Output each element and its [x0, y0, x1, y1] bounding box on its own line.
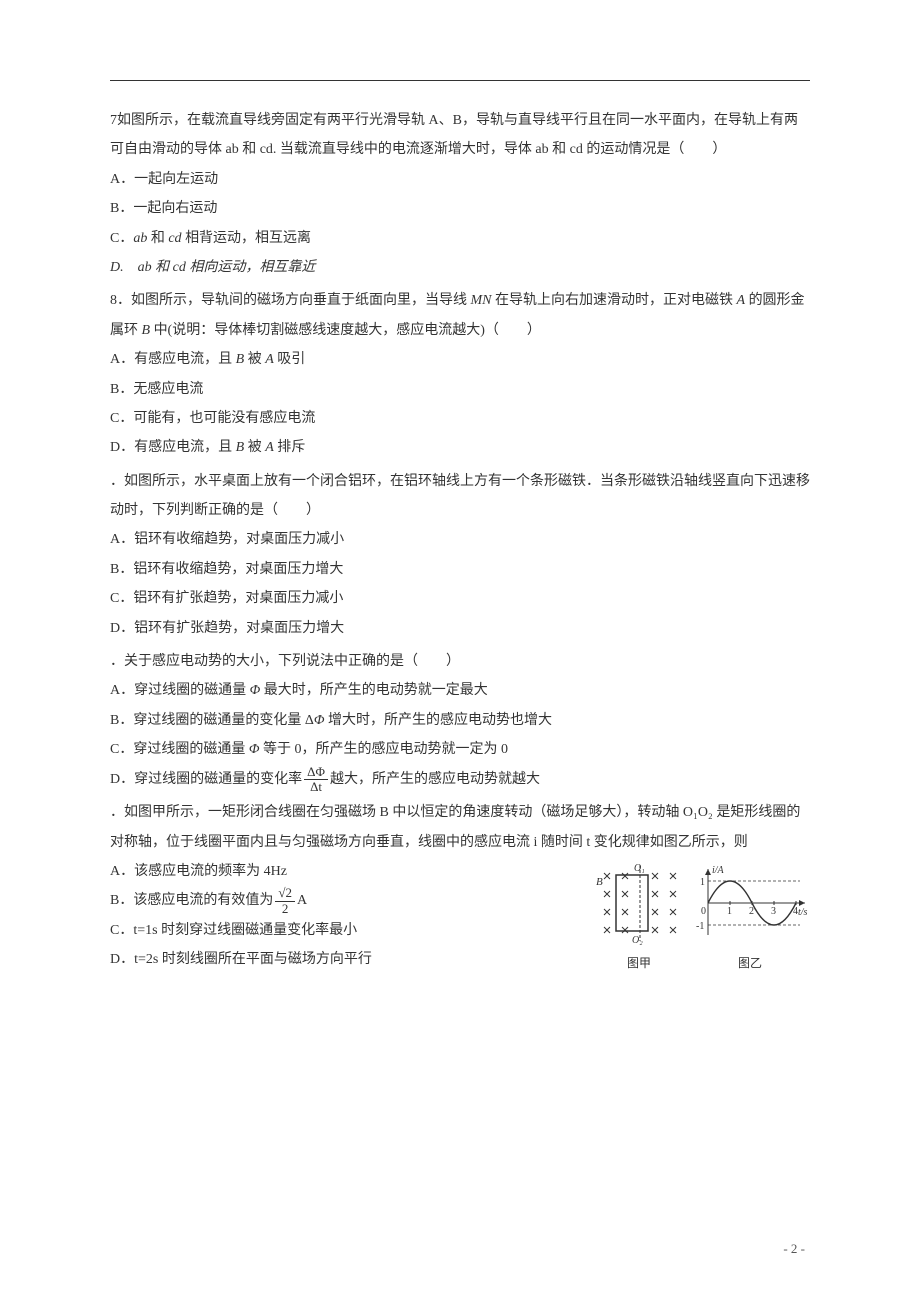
question-11: ．如图甲所示，一矩形闭合线圈在匀强磁场 B 中以恒定的角速度转动（磁场足够大），…: [110, 798, 810, 975]
question-11-figures: B O₁ O₂ 图甲: [596, 863, 810, 972]
question-11-option-a: A．该感应电流的频率为 4Hz: [110, 857, 584, 886]
question-11-option-c: C．t=1s 时刻穿过线圈磁通量变化率最小: [110, 916, 584, 945]
fraction-dphi-dt: ΔΦΔt: [304, 765, 328, 795]
q10-d-suffix: 越大，所产生的感应电动势就越大: [330, 772, 540, 787]
horizontal-divider: [110, 80, 810, 81]
question-11-option-d: D．t=2s 时刻线圈所在平面与磁场方向平行: [110, 945, 584, 974]
figure-yi-caption: 图乙: [690, 956, 810, 972]
question-8-option-c: C．可能有，也可能没有感应电流: [110, 404, 810, 433]
svg-text:3: 3: [771, 906, 776, 917]
question-10-text: ．关于感应电动势的大小，下列说法中正确的是（ ）: [110, 654, 460, 669]
question-10-option-c: C．穿过线圈的磁通量 Φ 等于 0，所产生的感应电动势就一定为 0: [110, 735, 810, 764]
question-9-text: ．如图所示，水平桌面上放有一个闭合铝环，在铝环轴线上方有一个条形磁铁．当条形磁铁…: [110, 474, 810, 518]
svg-text:B: B: [596, 876, 603, 888]
question-11-text: ．如图甲所示，一矩形闭合线圈在匀强磁场 B 中以恒定的角速度转动（磁场足够大），…: [110, 805, 800, 849]
question-8-option-d: D．有感应电流，且 B 被 A 排斥: [110, 433, 810, 462]
question-9-option-b: B．铝环有收缩趋势，对桌面压力增大: [110, 555, 810, 584]
svg-text:O₂: O₂: [632, 935, 643, 945]
svg-text:0: 0: [701, 906, 706, 917]
figure-jia-svg: B O₁ O₂: [596, 863, 682, 945]
svg-text:O₁: O₁: [634, 863, 645, 874]
question-8-option-b: B．无感应电流: [110, 375, 810, 404]
svg-text:i/A: i/A: [712, 865, 725, 876]
svg-text:-1: -1: [696, 921, 704, 932]
question-7: 7如图所示，在载流直导线旁固定有两平行光滑导轨 A、B，导轨与直导线平行且在同一…: [110, 106, 810, 282]
question-10-option-d: D．穿过线圈的磁通量的变化率ΔΦΔt越大，所产生的感应电动势就越大: [110, 765, 810, 795]
svg-text:1: 1: [727, 906, 732, 917]
page-number: - 2 -: [783, 1235, 805, 1262]
question-8: 8．如图所示，导轨间的磁场方向垂直于纸面向里，当导线 MN 在导轨上向右加速滑动…: [110, 286, 810, 462]
question-7-option-d: D. ab 和 cd 相向运动，相互靠近: [110, 253, 810, 282]
figure-yi-svg: i/A t/s 1 -1 0 1 2 3 4: [690, 863, 810, 945]
question-11-option-b: B．该感应电流的有效值为√22A: [110, 886, 584, 916]
q11-b-prefix: B．该感应电流的有效值为: [110, 893, 273, 908]
question-10-option-b: B．穿过线圈的磁通量的变化量 ΔΦ 增大时，所产生的感应电动势也增大: [110, 706, 810, 735]
svg-text:4: 4: [793, 906, 798, 917]
question-7-option-c: C．ab 和 cd 相背运动，相互远离: [110, 224, 810, 253]
question-10-option-a: A．穿过线圈的磁通量 Φ 最大时，所产生的电动势就一定最大: [110, 676, 810, 705]
question-9-option-c: C．铝环有扩张趋势，对桌面压力减小: [110, 584, 810, 613]
q10-d-prefix: D．穿过线圈的磁通量的变化率: [110, 772, 302, 787]
question-9: ．如图所示，水平桌面上放有一个闭合铝环，在铝环轴线上方有一个条形磁铁．当条形磁铁…: [110, 467, 810, 643]
question-9-option-a: A．铝环有收缩趋势，对桌面压力减小: [110, 525, 810, 554]
question-10: ．关于感应电动势的大小，下列说法中正确的是（ ） A．穿过线圈的磁通量 Φ 最大…: [110, 647, 810, 794]
question-7-text: 7如图所示，在载流直导线旁固定有两平行光滑导轨 A、B，导轨与直导线平行且在同一…: [110, 113, 798, 157]
figure-jia-caption: 图甲: [596, 956, 682, 972]
question-8-text: 8．如图所示，导轨间的磁场方向垂直于纸面向里，当导线 MN 在导轨上向右加速滑动…: [110, 293, 805, 337]
question-9-option-d: D．铝环有扩张趋势，对桌面压力增大: [110, 614, 810, 643]
question-8-option-a: A．有感应电流，且 B 被 A 吸引: [110, 345, 810, 374]
q11-b-suffix: A: [297, 893, 307, 908]
question-7-option-b: B．一起向右运动: [110, 194, 810, 223]
question-7-option-a: A．一起向左运动: [110, 165, 810, 194]
svg-text:1: 1: [700, 877, 705, 888]
svg-text:2: 2: [749, 906, 754, 917]
figure-yi: i/A t/s 1 -1 0 1 2 3 4 图乙: [690, 863, 810, 972]
fraction-sqrt2-2: √22: [275, 886, 295, 916]
svg-text:t/s: t/s: [798, 907, 808, 918]
figure-jia: B O₁ O₂ 图甲: [596, 863, 682, 972]
